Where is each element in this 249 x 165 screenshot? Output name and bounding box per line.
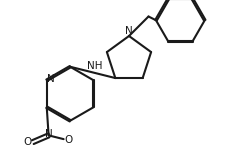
Text: O: O — [23, 137, 32, 147]
Text: N: N — [45, 129, 53, 139]
Text: N: N — [47, 75, 54, 84]
Text: N: N — [125, 27, 133, 36]
Text: NH: NH — [87, 61, 102, 71]
Text: O: O — [65, 135, 73, 145]
